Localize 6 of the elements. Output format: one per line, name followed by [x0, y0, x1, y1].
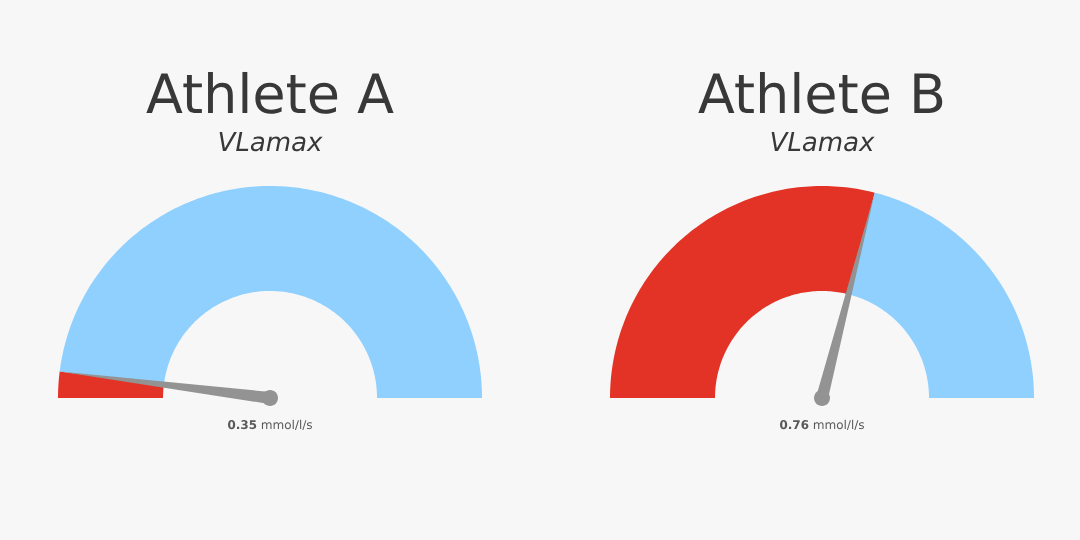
- chart-title: Athlete A: [146, 71, 394, 114]
- chart-subtitle: VLamax: [771, 132, 875, 152]
- text: 0.76 mmol/l/s: [780, 419, 864, 431]
- chart-title: Athlete B: [698, 71, 943, 114]
- text: 0.35 mmol/l/s: [228, 419, 312, 431]
- chart-subtitle: VLamax: [219, 132, 323, 152]
